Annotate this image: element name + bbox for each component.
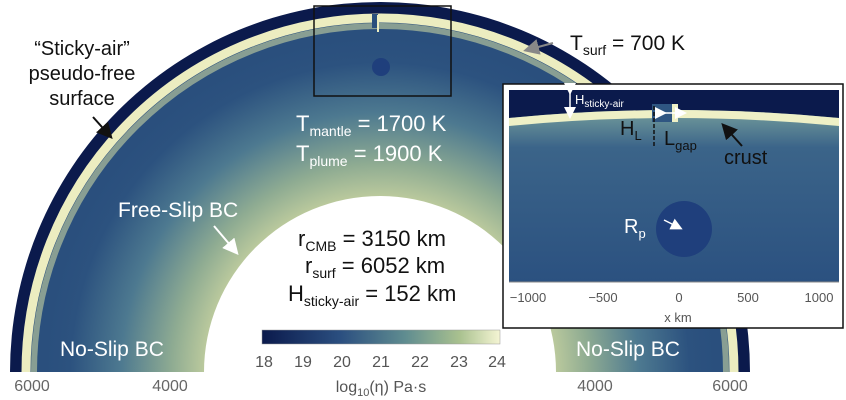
no-slip-right-label: No-Slip BC [576, 338, 680, 361]
colorbar-ticks: 18 19 20 21 22 23 24 [255, 354, 506, 371]
zoom-box [313, 5, 452, 97]
inset-x-ticks: −1000 −500 0 500 1000 [510, 290, 834, 305]
colorbar-tick-19: 19 [294, 354, 312, 371]
colorbar-label: log10(η) Pa·s [336, 379, 427, 399]
x-tick-left-6000: 6000 [14, 378, 50, 395]
h-sticky-air-label: Hsticky-air = 152 km [288, 281, 456, 309]
free-slip-label: Free-Slip BC [118, 199, 238, 222]
inset-crust-label: crust [724, 147, 768, 169]
no-slip-left-label: No-Slip BC [60, 338, 164, 361]
colorbar-tick-24: 24 [488, 354, 506, 371]
x-tick-right-6000: 6000 [712, 378, 748, 395]
colorbar [261, 329, 501, 345]
inset-l-gap-label: Lgap [664, 128, 697, 153]
inset-x-tick-500: 500 [737, 290, 759, 305]
inset-x-tick-m500: −500 [588, 290, 617, 305]
inset-x-tick-0: 0 [675, 290, 682, 305]
t-plume-label: Tplume = 1900 K [296, 141, 443, 169]
crust-gap [372, 14, 378, 28]
sticky-air-arrow [92, 116, 113, 139]
r-surf-label: rsurf = 6052 km [305, 253, 445, 281]
inset-x-label: x km [664, 310, 691, 325]
t-surf-arrow [523, 39, 554, 55]
sticky-air-label-line2: pseudo-free [29, 63, 136, 85]
sticky-air-label-line1: “Sticky-air” [34, 38, 130, 60]
inset-plume [656, 201, 712, 257]
x-tick-right-4000: 4000 [577, 378, 613, 395]
sticky-air-label-line3: surface [49, 88, 115, 110]
t-surf-label: Tsurf = 700 K [570, 32, 685, 58]
colorbar-tick-22: 22 [411, 354, 429, 371]
colorbar-tick-21: 21 [372, 354, 390, 371]
colorbar-tick-20: 20 [333, 354, 351, 371]
colorbar-tick-18: 18 [255, 354, 273, 371]
r-cmb-label: rCMB = 3150 km [298, 226, 446, 254]
inset-h-sticky-label: Hsticky-air [575, 92, 625, 110]
colorbar-tick-23: 23 [450, 354, 468, 371]
plume-circle [372, 58, 390, 76]
t-mantle-label: Tmantle = 1700 K [296, 111, 447, 139]
inset-crust-arrow [721, 123, 743, 147]
inset-r-p-arrow [663, 218, 683, 230]
inset-r-p-label: Rp [624, 216, 646, 241]
inset-panel: Hsticky-air HL Lgap crust Rp −1000 −500 … [502, 83, 844, 329]
inset-x-tick-m1000: −1000 [510, 290, 547, 305]
inset-x-tick-1000: 1000 [805, 290, 834, 305]
inset-h-l-label: HL [620, 118, 642, 143]
x-tick-left-4000: 4000 [152, 378, 188, 395]
free-slip-arrow [213, 225, 239, 256]
